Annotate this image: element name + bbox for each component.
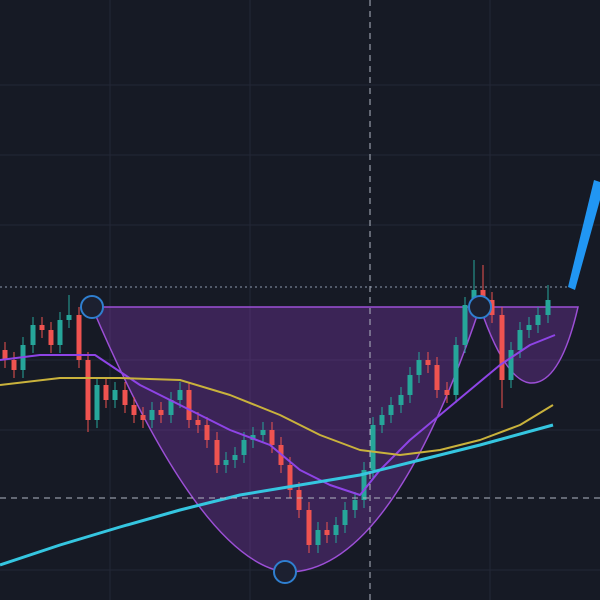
candle-body — [195, 420, 201, 425]
candle-body — [140, 415, 146, 420]
candle-body — [462, 305, 468, 345]
candle-body — [241, 440, 247, 455]
marks — [0, 260, 556, 567]
candle-body — [370, 425, 376, 470]
pattern-point[interactable] — [273, 560, 297, 584]
candle-body — [186, 390, 192, 420]
candle-body — [407, 375, 413, 395]
candle-body — [85, 360, 91, 420]
candle-body — [296, 490, 302, 510]
candle-body — [352, 500, 358, 510]
candle-body — [416, 360, 422, 375]
candle-body — [232, 455, 238, 460]
candle-body — [250, 435, 256, 440]
candle-body — [131, 405, 137, 415]
candle-body — [2, 350, 8, 360]
candle-body — [66, 315, 72, 320]
candle-body — [535, 315, 541, 325]
candle-body — [122, 390, 128, 405]
candle-body — [517, 330, 523, 350]
candle-body — [11, 360, 17, 370]
candle-body — [149, 410, 155, 420]
pattern-point[interactable] — [468, 295, 492, 319]
candle-body — [223, 460, 229, 465]
target-arrow — [568, 180, 600, 290]
candle-body — [39, 325, 45, 330]
candle-body — [315, 530, 321, 545]
pattern-point[interactable] — [80, 295, 104, 319]
candle-body — [177, 390, 183, 400]
moving-average — [0, 423, 554, 567]
candle-body — [489, 300, 495, 315]
moving-average — [0, 377, 554, 456]
candle-body — [158, 410, 164, 415]
candle-body — [287, 465, 293, 490]
candle-body — [103, 385, 109, 400]
candle-body — [388, 405, 394, 415]
candle-body — [425, 360, 431, 365]
candle-body — [76, 315, 82, 360]
candle-body — [508, 350, 514, 380]
candle-body — [204, 425, 210, 440]
candle-body — [444, 390, 450, 395]
candle-body — [361, 470, 367, 500]
candle-body — [57, 320, 63, 345]
candle-body — [379, 415, 385, 425]
candle-body — [48, 330, 54, 345]
candle-body — [434, 365, 440, 390]
candle-body — [333, 525, 339, 535]
candle-body — [260, 430, 266, 435]
candle-body — [526, 325, 532, 330]
candle-body — [30, 325, 36, 345]
candle-body — [269, 430, 275, 445]
candle-body — [453, 345, 459, 395]
candle-body — [545, 300, 551, 315]
candle-body — [112, 390, 118, 400]
candle-body — [324, 530, 330, 535]
candle-body — [398, 395, 404, 405]
candle-body — [480, 290, 486, 300]
candle-body — [306, 510, 312, 545]
candle-body — [214, 440, 220, 465]
candle-body — [168, 400, 174, 415]
candle-body — [342, 510, 348, 525]
candle-body — [499, 315, 505, 380]
moving-average — [0, 334, 556, 496]
cup-pattern — [90, 304, 579, 573]
candle-body — [94, 385, 100, 420]
